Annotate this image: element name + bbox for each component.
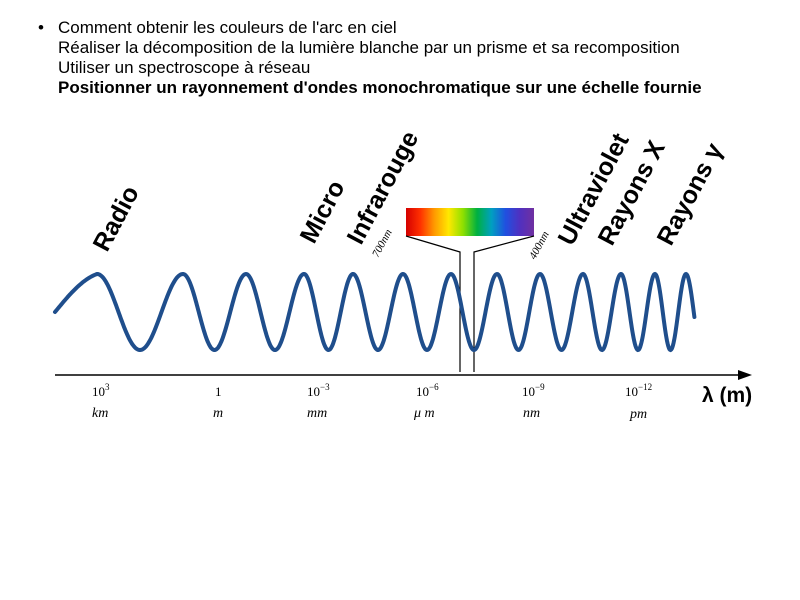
visible-connector-left xyxy=(405,235,461,372)
tick-value-2: 1 xyxy=(215,384,222,399)
tick-unit-1: km xyxy=(92,406,108,421)
bullet-text: Comment obtenir les couleurs de l'arc en… xyxy=(58,18,702,98)
tick-3: 10−3 mm xyxy=(307,382,330,421)
tick-5: 10−9 nm xyxy=(522,382,545,421)
band-label-radio: Radio xyxy=(88,181,145,255)
tick-unit-2: m xyxy=(213,406,223,421)
bullet-item: • Comment obtenir les couleurs de l'arc … xyxy=(38,18,778,98)
tick-value-1: 103 xyxy=(92,382,110,399)
tick-unit-6: pm xyxy=(629,407,647,422)
tick-1: 103 km xyxy=(92,382,110,421)
tick-value-5: 10−9 xyxy=(522,382,545,399)
em-wave xyxy=(53,271,697,353)
tick-4: 10−6 μ m xyxy=(413,382,439,421)
bullet-line-2: Réaliser la décomposition de la lumière … xyxy=(58,38,680,57)
tick-value-3: 10−3 xyxy=(307,382,330,399)
visible-connector-right xyxy=(473,235,535,372)
tick-value-4: 10−6 xyxy=(416,382,439,399)
tick-unit-4: μ m xyxy=(413,406,435,421)
bullet-line-4: Positionner un rayonnement d'ondes monoc… xyxy=(58,78,702,97)
tick-6: 10−12 pm xyxy=(625,382,652,422)
axis-arrowhead xyxy=(738,370,752,380)
tick-unit-3: mm xyxy=(307,406,327,421)
bullet-line-1: Comment obtenir les couleurs de l'arc en… xyxy=(58,18,397,37)
bullet-line-3: Utiliser un spectroscope à réseau xyxy=(58,58,311,77)
axis-label-lambda: λ (m) xyxy=(702,384,752,407)
tick-unit-5: nm xyxy=(523,406,540,421)
visible-spectrum-strip xyxy=(406,208,534,236)
tick-2: 1 m xyxy=(213,384,223,421)
bullet-symbol: • xyxy=(38,18,44,37)
tick-value-6: 10−12 xyxy=(625,382,652,399)
bullet-list: • Comment obtenir les couleurs de l'arc … xyxy=(38,18,778,98)
